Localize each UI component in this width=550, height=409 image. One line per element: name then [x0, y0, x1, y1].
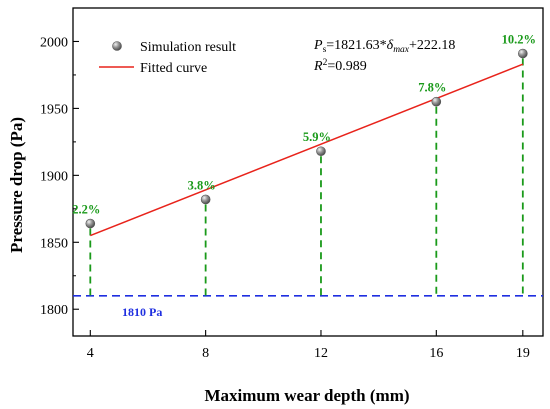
data-point: [431, 96, 442, 107]
r-squared-text: R2=0.989: [313, 58, 367, 74]
point-label: 2.2%: [72, 203, 100, 217]
y-tick-label: 1850: [40, 236, 68, 251]
x-tick-label: 4: [87, 346, 94, 361]
legend-label-simulation: Simulation result: [140, 40, 236, 55]
legend-label-fitted: Fitted curve: [140, 61, 207, 76]
y-tick-label: 1900: [40, 169, 68, 184]
x-tick-label: 8: [202, 346, 209, 361]
equation-annotation: Ps=1821.63*δmax+222.18 R2=0.989: [313, 38, 455, 74]
point-label: 3.8%: [188, 178, 216, 192]
chart-marks: 1810 Pa 2.2% 3.8% 5.9% 7.8% 10.2%: [72, 33, 543, 319]
x-axis-title: Maximum wear depth (mm): [204, 386, 409, 405]
y-tick-label: 1950: [40, 102, 68, 117]
equation-text: Ps=1821.63*δmax+222.18: [313, 38, 455, 55]
x-tick-label: 16: [429, 346, 443, 361]
plot-border: [72, 7, 544, 337]
point-label: 5.9%: [303, 130, 331, 144]
x-tick-label: 19: [516, 346, 530, 361]
data-point: [200, 194, 211, 205]
data-point: [85, 218, 96, 229]
x-tick-label: 12: [314, 346, 328, 361]
y-tick-label: 1800: [40, 303, 68, 318]
legend: Simulation result Fitted curve: [99, 40, 236, 76]
reference-line-label: 1810 Pa: [122, 305, 162, 319]
fitted-curve-line: [90, 63, 524, 237]
legend-marker-simulation: [112, 41, 122, 51]
y-tick-label: 2000: [40, 35, 68, 50]
axes: 4 8 12 16 19 1800 1850 1900 1950 2000: [40, 7, 530, 361]
point-label: 10.2%: [502, 33, 536, 47]
data-point: [316, 146, 326, 157]
data-point: [518, 48, 528, 59]
y-axis-title: Pressure drop (Pa): [7, 117, 26, 253]
plot-area: [72, 7, 544, 337]
point-label: 7.8%: [418, 81, 446, 95]
